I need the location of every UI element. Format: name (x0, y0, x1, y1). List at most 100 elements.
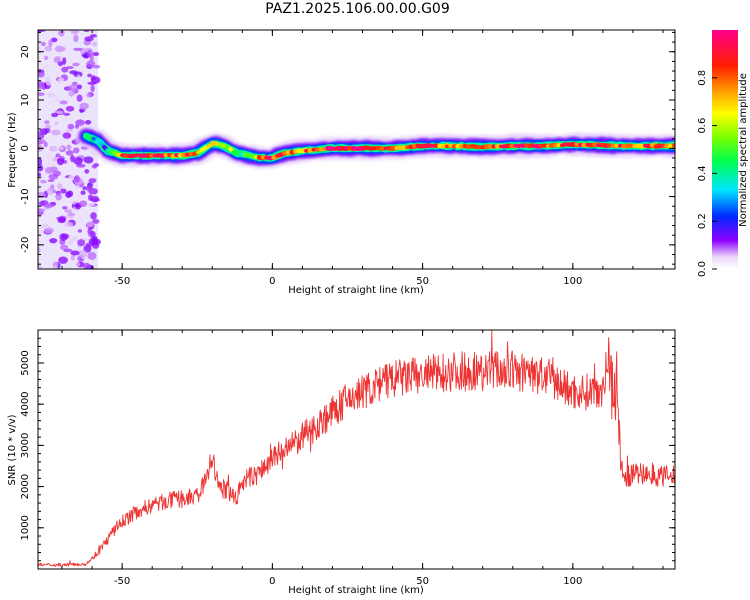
noise-region (38, 30, 103, 269)
noise-blob (49, 237, 58, 244)
spectrogram-axes: -50 0 50 100 -20 -10 0 10 20 (20, 30, 675, 287)
noise-blob (78, 215, 83, 223)
noise-blob (51, 112, 59, 118)
noise-blob (80, 190, 86, 195)
noise-blob (39, 223, 50, 229)
noise-blob (38, 157, 43, 166)
snr-line (38, 330, 675, 567)
noise-blob (76, 74, 81, 82)
x-tick-label: 0 (269, 576, 275, 587)
ridge-layer (84, 134, 675, 161)
snr-xlabel: Height of straight line (km) (288, 585, 424, 596)
colorbar-ticks: 0.0 0.2 0.4 0.6 0.8 (697, 70, 717, 277)
noise-blob (84, 169, 90, 174)
noise-blob (38, 134, 45, 140)
noise-blob (86, 93, 91, 98)
noise-blob (49, 145, 58, 152)
colorbar-tick-label: 0.6 (697, 118, 708, 134)
noise-blob (38, 92, 45, 96)
noise-blob (67, 190, 74, 197)
noise-blob (85, 119, 92, 125)
noise-blob (38, 227, 43, 235)
noise-blob (44, 166, 55, 174)
noise-blob (63, 112, 71, 116)
noise-blob (72, 47, 83, 51)
noise-blob (53, 96, 61, 102)
noise-blob (90, 212, 97, 220)
spectrogram-xlabel: Height of straight line (km) (288, 285, 424, 296)
colorbar-tick-label: 0.0 (697, 261, 708, 277)
spectrogram-frame (37, 29, 676, 270)
noise-blob (47, 92, 56, 98)
noise-blob (70, 253, 76, 261)
noise-blob (86, 49, 94, 58)
noise-blob (88, 178, 97, 183)
noise-blob (76, 194, 85, 200)
noise-blob (70, 154, 75, 163)
noise-blob (55, 110, 64, 115)
noise-blob (38, 46, 42, 53)
y-tick-label: 10 (20, 94, 31, 107)
noise-blob (53, 170, 61, 177)
noise-blob (57, 217, 66, 224)
noise-blob (74, 124, 80, 129)
noise-blob (44, 55, 49, 61)
colorbar (712, 30, 738, 269)
noise-blob (92, 52, 100, 57)
noise-blob (87, 251, 97, 260)
noise-blob (69, 84, 77, 92)
noise-blob (40, 179, 47, 184)
x-tick-label: 100 (563, 576, 582, 587)
noise-blob (75, 119, 85, 127)
noise-blob (46, 187, 54, 196)
noise-blob (70, 184, 81, 189)
noise-blob (67, 123, 75, 130)
noise-blob (38, 81, 45, 89)
noise-blob (59, 146, 64, 150)
noise-blob (67, 238, 74, 246)
noise-blob (63, 221, 74, 228)
noise-blob (47, 153, 52, 161)
noise-blob (83, 30, 90, 33)
noise-blob (85, 242, 94, 247)
noise-blob (76, 84, 83, 90)
noise-blob (80, 94, 87, 98)
noise-blob (52, 189, 57, 194)
noise-blob (76, 94, 83, 102)
noise-blob (62, 57, 67, 65)
y-tick-label: 4000 (20, 391, 31, 416)
noise-blob (57, 157, 64, 166)
noise-blob (55, 192, 63, 201)
noise-blob (64, 209, 73, 213)
y-tick-label: 0 (20, 145, 31, 151)
noise-blob (38, 70, 45, 78)
noise-blob (82, 186, 87, 190)
noise-blob (82, 262, 91, 269)
noise-blob (41, 41, 46, 47)
noise-blob (92, 41, 98, 47)
noise-blob (66, 66, 74, 70)
noise-blob (90, 195, 100, 203)
noise-blob (83, 156, 94, 164)
noise-blob (90, 76, 101, 84)
noise-blob (91, 164, 97, 169)
x-tick-label: 50 (416, 276, 429, 287)
snr-ylabel: SNR (10 * v/v) (7, 414, 18, 485)
y-tick-label: -10 (20, 188, 31, 204)
spectrogram-ylabel: Frequency (Hz) (7, 112, 18, 188)
noise-blob (60, 188, 67, 194)
noise-blob (85, 186, 92, 192)
noise-blob (68, 175, 75, 181)
noise-blob (77, 229, 82, 233)
noise-blob (65, 105, 75, 112)
noise-blob (58, 256, 68, 264)
noise-blob (38, 130, 43, 136)
noise-blob (76, 262, 81, 267)
x-tick-label: -50 (114, 276, 130, 287)
noise-blob (72, 147, 80, 154)
noise-blob (74, 175, 80, 183)
noise-blob (44, 120, 50, 125)
colorbar-tick-label: 0.4 (697, 165, 708, 181)
y-tick-label: 5000 (20, 350, 31, 375)
